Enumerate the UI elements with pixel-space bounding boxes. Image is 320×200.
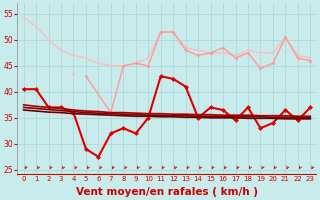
X-axis label: Vent moyen/en rafales ( km/h ): Vent moyen/en rafales ( km/h ) [76,187,258,197]
